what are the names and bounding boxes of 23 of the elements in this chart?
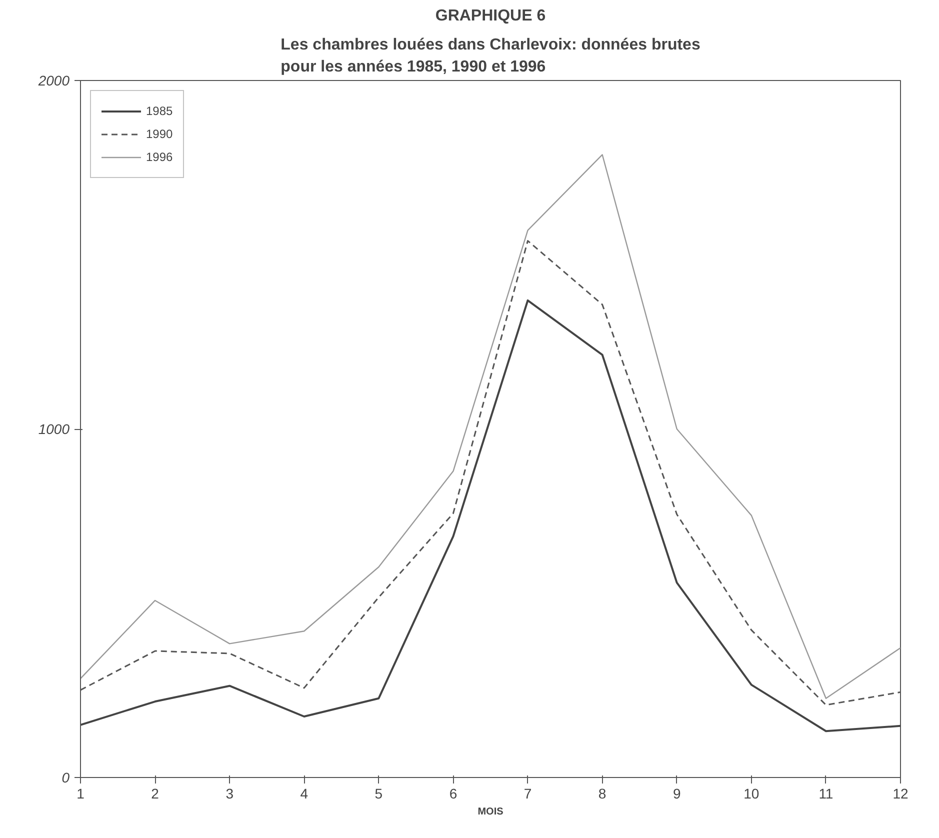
x-tick-label: 5 bbox=[374, 786, 383, 802]
line-series bbox=[80, 154, 900, 699]
x-tick-label: 6 bbox=[449, 786, 458, 802]
x-tick-label: 10 bbox=[744, 786, 760, 802]
x-tick-label: 4 bbox=[300, 786, 308, 802]
x-axis-title: MOIS bbox=[478, 806, 504, 818]
x-tick-label: 2 bbox=[151, 786, 160, 802]
x-tick-label: 3 bbox=[226, 786, 234, 802]
x-tick-label: 7 bbox=[524, 786, 532, 802]
y-tick-label: 2000 bbox=[37, 72, 70, 88]
chart-title: GRAPHIQUE 6 bbox=[435, 8, 546, 24]
legend-label: 1996 bbox=[146, 150, 173, 164]
y-tick-label: 1000 bbox=[38, 421, 70, 437]
legend-label: 1990 bbox=[146, 127, 173, 141]
x-tick-label: 12 bbox=[892, 786, 908, 802]
x-tick-label: 9 bbox=[672, 786, 681, 802]
x-tick-label: 1 bbox=[76, 786, 85, 802]
y-tick-label: 0 bbox=[62, 770, 70, 786]
x-tick-label: 11 bbox=[818, 786, 834, 802]
legend-label: 1985 bbox=[146, 104, 173, 118]
x-tick-label: 8 bbox=[598, 786, 606, 802]
chart-subtitle: Les chambres louées dans Charlevoix: données brutes pour les années 1985, 1990 et 1996 bbox=[280, 36, 700, 76]
line-series bbox=[80, 299, 900, 732]
